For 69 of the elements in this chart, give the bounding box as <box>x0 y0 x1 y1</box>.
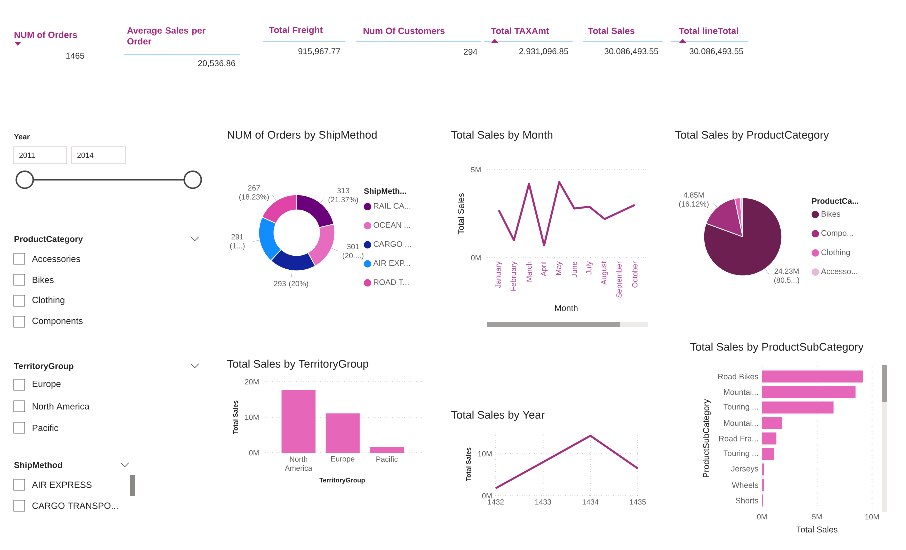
text: Total TAXAmt <box>491 28 550 34</box>
y-tick-label: Wheels <box>732 482 758 488</box>
text: Pacific <box>32 424 58 432</box>
chart-title: Total Sales by ProductCategory <box>675 130 830 142</box>
text: Bikes <box>32 276 54 284</box>
text: 1465 <box>66 52 84 59</box>
y-tick-label: Road Bikes <box>718 374 758 380</box>
legend-label: RAIL CA... <box>374 203 411 209</box>
text: Clothing <box>32 296 65 306</box>
text: NUM of Orders <box>14 32 78 38</box>
chart-title: Total Sales by ProductSubCategory <box>690 342 864 354</box>
text: 30,086,493.55 <box>604 48 658 56</box>
bar <box>762 402 834 414</box>
text: Total Freight <box>269 26 323 36</box>
bar <box>762 464 765 476</box>
y-axis-title: ProductSubCategory <box>703 399 711 478</box>
bar <box>762 370 864 383</box>
text: AIR EXPRESS <box>32 482 92 488</box>
y-tick-label: Mountai... <box>724 420 758 426</box>
legend-label: ROAD T... <box>374 280 409 286</box>
text: Total Sales <box>588 28 635 34</box>
y-tick-label: Shorts <box>736 498 758 504</box>
legend-label: Bikes <box>822 211 841 217</box>
text: Average Sales per Order <box>127 27 206 45</box>
text: 915,967.77 <box>298 48 340 56</box>
legend-label: Clothing <box>822 249 850 257</box>
text: 2,931,096.85 <box>520 48 568 56</box>
text: Components <box>32 318 83 326</box>
y-tick-label: Road Fra... <box>719 436 758 442</box>
y-tick-label: Jerseys <box>731 466 758 474</box>
bar <box>762 417 782 430</box>
chart-title: Total Sales by TerritoryGroup <box>227 360 369 370</box>
legend-title: ProductCa... <box>812 198 858 204</box>
text: Accessories <box>32 256 80 262</box>
legend-label: AIR EXP... <box>374 260 410 266</box>
bar <box>762 479 765 492</box>
text: Total lineTotal <box>679 28 738 34</box>
legend-title: ShipMeth... <box>364 188 406 196</box>
legend-label: Compo... <box>822 230 853 238</box>
line-series <box>495 434 640 490</box>
bar <box>326 414 360 453</box>
text: Num Of Customers <box>364 28 445 34</box>
chart-title: Total Sales by Month <box>451 130 553 142</box>
text: 294 <box>464 48 478 55</box>
legend-label: Accesso... <box>821 268 858 274</box>
text: North America <box>32 403 90 410</box>
text: Europe <box>32 380 61 390</box>
text: CARGO TRANSPO... <box>32 502 118 510</box>
bar <box>282 390 316 453</box>
bar <box>762 386 856 398</box>
legend-label: CARGO ... <box>374 241 411 248</box>
text: ShipMethod <box>14 462 62 470</box>
text: TerritoryGroup <box>14 363 74 371</box>
y-tick-label: Touring ... <box>724 450 758 458</box>
x-axis-title: Total Sales <box>796 526 838 533</box>
chart-title: NUM of Orders by ShipMethod <box>228 130 377 142</box>
y-tick-label: Mountai... <box>724 389 758 396</box>
text: ProductCategory <box>14 236 84 244</box>
legend-label: OCEAN ... <box>374 222 410 228</box>
chart-title: Total Sales by Year <box>451 410 545 422</box>
text: 20,536.86 <box>198 60 236 68</box>
bar <box>370 446 404 453</box>
x-axis-title: Month <box>555 305 578 312</box>
line-series <box>498 181 636 247</box>
bar <box>762 448 774 460</box>
bar <box>762 432 777 445</box>
y-tick-label: Touring ... <box>724 404 758 412</box>
y-axis-title: Total Sales <box>458 194 464 235</box>
text: 30,086,493.55 <box>690 48 744 56</box>
